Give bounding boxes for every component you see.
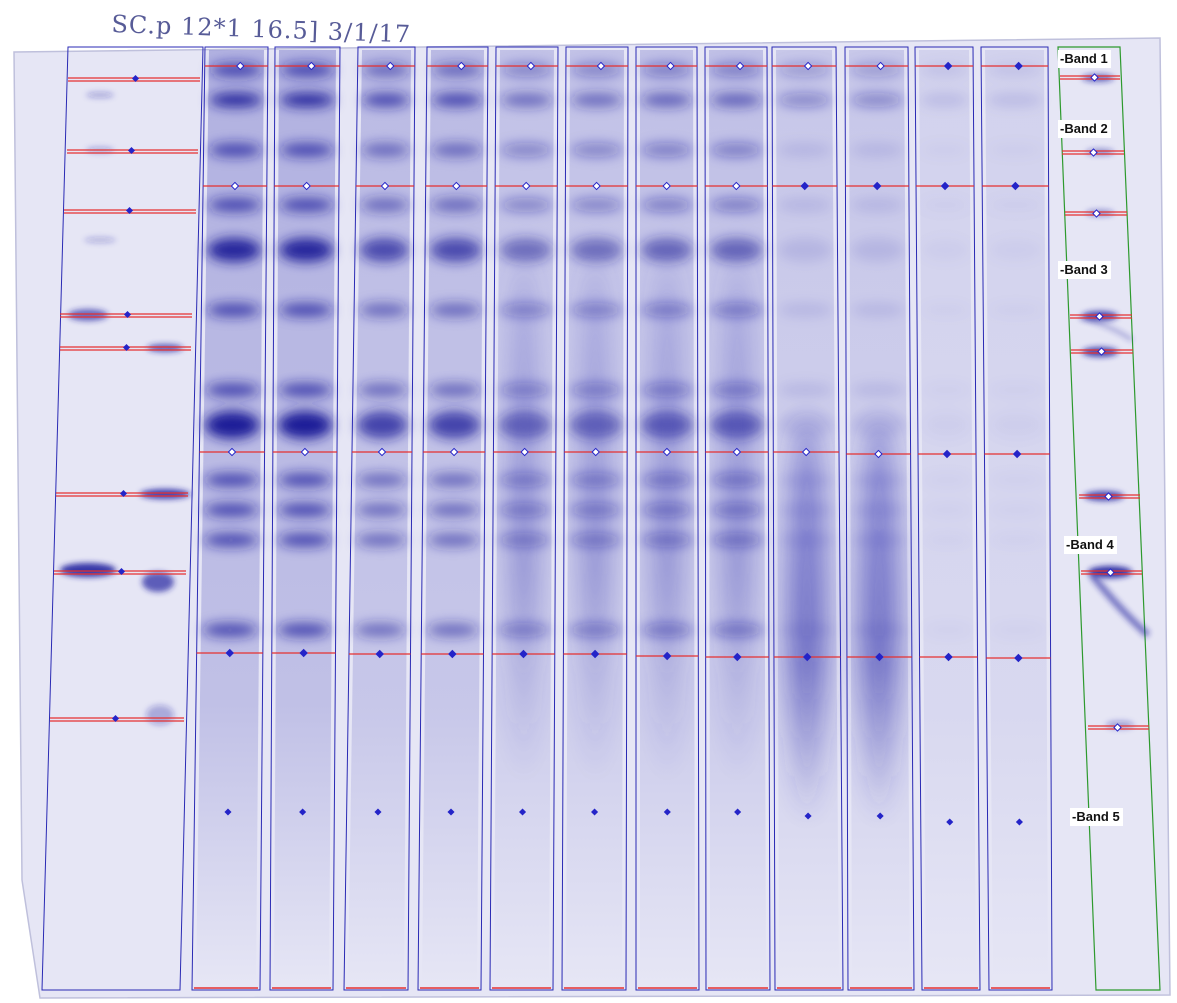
sample-lane-8 — [704, 46, 771, 991]
band-label-1: -Band 1 — [1058, 50, 1111, 68]
band-label-4: -Band 4 — [1064, 536, 1117, 554]
sample-lane-3 — [343, 46, 416, 991]
reference-lane — [1057, 46, 1161, 991]
sample-lane-6 — [561, 46, 629, 991]
sample-lane-9 — [771, 46, 844, 991]
sample-lane-12 — [980, 46, 1053, 991]
sample-lane-11 — [914, 46, 981, 991]
sample-lane-2 — [269, 46, 341, 991]
sample-lane-10 — [844, 46, 915, 991]
band-label-2: -Band 2 — [1058, 120, 1111, 138]
band-label-3: -Band 3 — [1058, 261, 1111, 279]
band-label-5: -Band 5 — [1070, 808, 1123, 826]
ladder-lane — [41, 46, 204, 991]
sample-lane-5 — [489, 46, 559, 991]
sample-lane-1 — [191, 46, 269, 991]
sample-lane-4 — [417, 46, 489, 991]
sample-lane-7 — [635, 46, 700, 991]
sample-lanes — [191, 46, 1053, 991]
